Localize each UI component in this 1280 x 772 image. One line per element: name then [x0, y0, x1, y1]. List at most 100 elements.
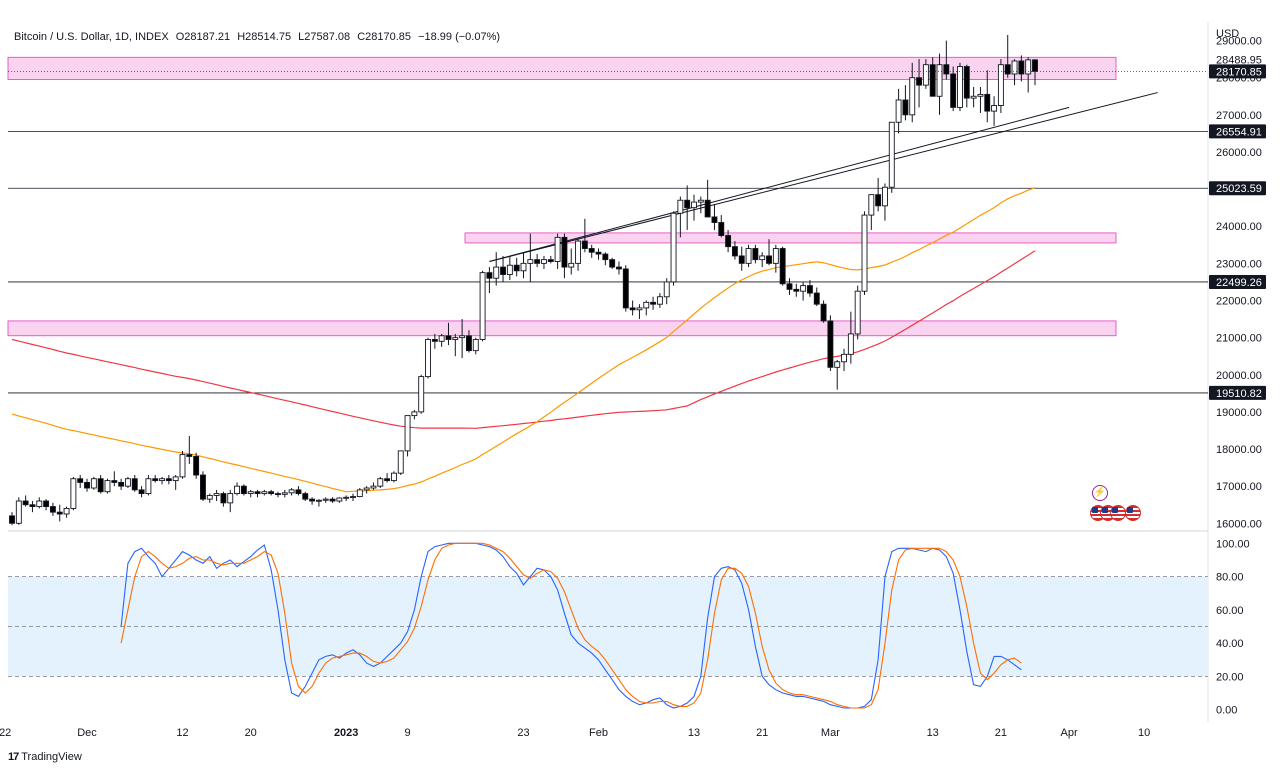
symbol-name[interactable]: Bitcoin / U.S. Dollar, 1D, INDEX [14, 31, 169, 43]
time-tick-label: 23 [517, 727, 529, 739]
candle-body [343, 496, 350, 499]
candle-body [431, 339, 438, 342]
price-tick-label: 21000.00 [1216, 333, 1262, 345]
stoch-tick-label: 40.00 [1216, 638, 1244, 650]
candle-body [377, 478, 384, 487]
candle-body [227, 493, 234, 504]
candle-body [261, 491, 268, 495]
candle-body [841, 353, 847, 363]
high-marker-label: 28488.95 [1216, 55, 1262, 67]
trendline [489, 106, 1070, 262]
candle-body [1025, 59, 1032, 75]
candle-body [111, 480, 118, 483]
close-value: C28170.85 [357, 31, 412, 43]
stoch-tick-label: 60.00 [1216, 605, 1244, 617]
candle-body [104, 480, 111, 493]
candle-body [827, 320, 834, 368]
candle-body [616, 266, 622, 270]
candle-body [465, 335, 472, 352]
candle-body [411, 411, 418, 417]
candle-body [602, 253, 609, 261]
candle-body [138, 489, 145, 495]
candle-body [213, 493, 220, 496]
candle-body [595, 251, 602, 255]
candle-body [281, 492, 288, 495]
time-tick-label: 21 [756, 727, 768, 739]
candle-body [118, 481, 125, 487]
candle-body [847, 333, 854, 355]
candle-body [445, 335, 452, 340]
time-tick-label: 12 [176, 727, 188, 739]
us-flag-icon[interactable] [1125, 505, 1141, 521]
candle-body [854, 290, 861, 335]
candle-body [172, 476, 179, 482]
candle-body [165, 478, 172, 482]
candle-body [452, 337, 459, 340]
candle-body [793, 288, 800, 292]
change-value: −18.99 (−0.07%) [418, 31, 501, 43]
zone-rect [7, 56, 1117, 80]
candle-body [404, 415, 411, 452]
candle-body [711, 216, 718, 223]
candle-body [670, 212, 677, 283]
candle-body [322, 498, 329, 501]
candle-body [868, 194, 875, 216]
zone-rect [464, 232, 1117, 244]
tradingview-brand: TradingView [21, 751, 82, 763]
candle-body [309, 498, 316, 502]
candle-body [329, 498, 336, 502]
time-tick-label: 13 [927, 727, 939, 739]
candle-body [186, 454, 193, 457]
candle-body [997, 64, 1004, 106]
candle-body [302, 493, 309, 500]
stoch-tick-label: 20.00 [1216, 671, 1244, 683]
level-label-box [1209, 274, 1266, 289]
candle-body [882, 186, 888, 207]
candle-body [718, 222, 725, 236]
candle-body [438, 335, 445, 342]
candle-body [315, 499, 322, 502]
stoch-k-line [120, 542, 1022, 709]
candle-body [943, 64, 950, 75]
candle-body [922, 64, 929, 86]
candle-body [684, 199, 691, 209]
candle-body [370, 485, 377, 489]
currency-label[interactable]: USD [1216, 28, 1240, 40]
trendline [489, 92, 1158, 262]
candle-body [779, 248, 786, 285]
candle-body [970, 95, 977, 99]
candle-body [704, 199, 711, 218]
candle-body [520, 262, 527, 272]
candle-body [581, 240, 588, 249]
candle-body [861, 214, 868, 292]
candle-body [479, 272, 486, 340]
candle-body [124, 478, 131, 487]
candle-body [547, 259, 554, 262]
candle-body [295, 489, 302, 495]
candle-body [731, 246, 738, 257]
candle-body [834, 361, 841, 368]
candle-body [561, 236, 568, 268]
candle-body [36, 500, 43, 508]
candle-body [500, 266, 506, 275]
last-price-label-box [1209, 64, 1266, 79]
candle-body [159, 478, 165, 482]
time-tick-label: 20 [245, 727, 257, 739]
price-tick-label: 17000.00 [1216, 481, 1262, 493]
candle-body [356, 489, 363, 498]
candle-body [1004, 64, 1011, 75]
candle-body [663, 281, 670, 298]
candle-body [1011, 60, 1018, 75]
candle-body [609, 259, 616, 268]
us-flag-icon[interactable] [1110, 505, 1126, 521]
candle-body [738, 255, 745, 264]
lightning-icon[interactable]: ⚡ [1092, 485, 1108, 501]
tradingview-logo[interactable]: 17 TradingView [8, 751, 82, 763]
candle-body [895, 99, 902, 123]
candle-body [459, 335, 466, 339]
candle-body [875, 194, 882, 207]
candle-body [752, 248, 759, 261]
candle-body [725, 235, 732, 248]
candle-body [200, 474, 206, 500]
